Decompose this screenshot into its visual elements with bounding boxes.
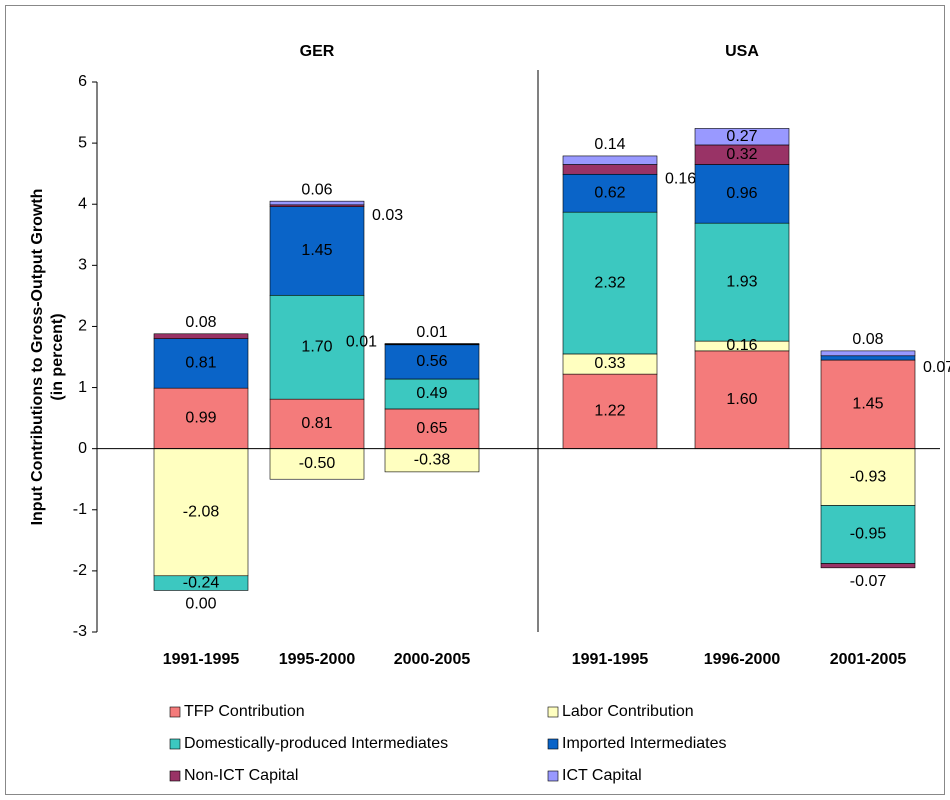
data-label: -2.08 xyxy=(183,503,220,520)
data-label: 0.03 xyxy=(372,207,403,224)
bar-segment xyxy=(562,155,658,165)
data-label: -0.38 xyxy=(414,451,451,468)
data-label: 1.70 xyxy=(301,338,332,355)
group-label: USA xyxy=(725,43,759,60)
bar-segment xyxy=(820,355,916,361)
legend-swatch xyxy=(169,770,181,782)
data-label: 0.56 xyxy=(416,353,447,370)
data-label: 0.49 xyxy=(416,385,447,402)
data-label: 0.81 xyxy=(185,355,216,372)
data-label: 0.16 xyxy=(726,337,757,354)
y-tick-label: 6 xyxy=(78,73,87,90)
y-tick-label: 1 xyxy=(78,379,87,396)
legend-swatch xyxy=(547,738,559,750)
data-label: 1.45 xyxy=(852,396,883,413)
bar-segment xyxy=(820,505,916,564)
x-tick-label: 2001-2005 xyxy=(830,651,907,668)
bar-segment xyxy=(269,448,365,480)
bar-segment xyxy=(269,206,365,296)
data-label: 1.22 xyxy=(594,403,625,420)
x-tick-label: 1991-1995 xyxy=(163,651,240,668)
bar-segment xyxy=(694,350,790,449)
legend-label: TFP Contribution xyxy=(184,703,305,720)
data-label: 0.07 xyxy=(923,359,950,376)
data-label: -0.24 xyxy=(183,574,220,591)
legend-swatch xyxy=(547,706,559,718)
data-label: 1.45 xyxy=(301,242,332,259)
data-label: 0.62 xyxy=(594,184,625,201)
y-tick-label: 2 xyxy=(78,318,87,335)
data-label: 0.33 xyxy=(594,355,625,372)
data-label: 0.00 xyxy=(185,596,216,613)
data-label: 0.01 xyxy=(346,334,377,351)
bar-segment xyxy=(562,173,658,213)
bar-segment xyxy=(384,344,480,380)
data-label: -0.07 xyxy=(850,573,887,590)
y-tick-label: 3 xyxy=(78,257,87,274)
legend-label: Labor Contribution xyxy=(562,703,694,720)
data-label: 0.99 xyxy=(185,410,216,427)
data-label: 0.81 xyxy=(301,415,332,432)
data-label: 0.08 xyxy=(852,331,883,348)
data-label: 0.96 xyxy=(726,185,757,202)
legend-swatch xyxy=(169,706,181,718)
bar-segment xyxy=(820,359,916,449)
y-tick-label: 4 xyxy=(78,195,87,212)
group-label: GER xyxy=(300,43,335,60)
bar-segment xyxy=(153,338,249,389)
bar-segment xyxy=(820,448,916,506)
bar-segment xyxy=(153,575,249,591)
bar-segment xyxy=(384,408,480,449)
legend-label: Non-ICT Capital xyxy=(184,767,298,784)
y-tick-label: 0 xyxy=(78,440,87,457)
bar-segment xyxy=(269,200,365,206)
legend-swatch xyxy=(547,770,559,782)
y-tick-label: -2 xyxy=(73,562,87,579)
bar-segment xyxy=(562,373,658,449)
y-tick-label: 5 xyxy=(78,134,87,151)
data-label: 0.65 xyxy=(416,420,447,437)
legend-label: ICT Capital xyxy=(562,767,642,784)
data-label: 1.93 xyxy=(726,273,757,290)
bar-segment xyxy=(153,387,249,449)
bar-segment xyxy=(562,211,658,355)
x-tick-label: 1996-2000 xyxy=(704,651,781,668)
bar-segment xyxy=(820,350,916,357)
data-label: 0.06 xyxy=(301,181,332,198)
data-label: -0.93 xyxy=(850,468,887,485)
bar-segment xyxy=(153,333,249,339)
bar-segment xyxy=(384,343,480,345)
x-tick-label: 1995-2000 xyxy=(279,651,356,668)
data-label: 0.14 xyxy=(594,136,625,153)
bar-segment xyxy=(694,128,790,146)
data-label: 0.16 xyxy=(665,171,696,188)
legend-label: Imported Intermediates xyxy=(562,735,727,752)
legend-swatch xyxy=(169,738,181,750)
bar-segment xyxy=(562,164,658,175)
y-axis-label: Input Contributions to Gross-Output Grow… xyxy=(29,189,46,526)
y-tick-label: -3 xyxy=(73,623,87,640)
data-label: 0.08 xyxy=(185,314,216,331)
data-label: 0.01 xyxy=(416,324,447,341)
data-label: 1.60 xyxy=(726,391,757,408)
x-tick-label: 2000-2005 xyxy=(394,651,471,668)
bar-segment xyxy=(694,164,790,224)
data-label: 0.27 xyxy=(726,128,757,145)
x-tick-label: 1991-1995 xyxy=(572,651,649,668)
data-label: 0.32 xyxy=(726,146,757,163)
data-label: -0.50 xyxy=(299,455,336,472)
bar-segment xyxy=(820,563,916,569)
y-axis-label: (in percent) xyxy=(49,313,66,400)
y-tick-label: -1 xyxy=(73,501,87,518)
legend-label: Domestically-produced Intermediates xyxy=(184,735,448,752)
data-label: 2.32 xyxy=(594,274,625,291)
bar-segment xyxy=(384,378,480,410)
data-label: -0.95 xyxy=(850,526,887,543)
